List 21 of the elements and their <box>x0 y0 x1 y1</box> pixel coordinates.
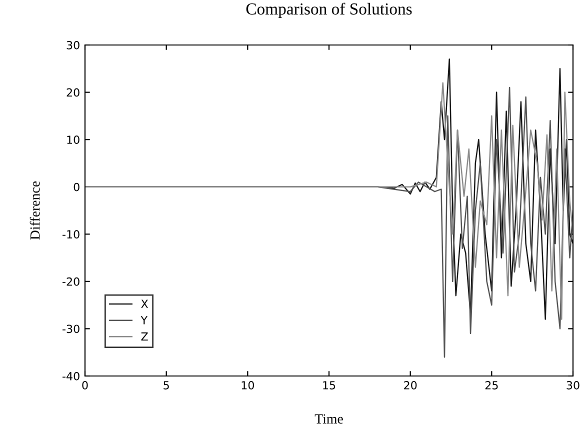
y-axis-title: Difference <box>30 181 40 240</box>
y-tick-label: -20 <box>62 277 80 286</box>
x-axis-title: Time <box>314 414 343 424</box>
x-tick-label: 30 <box>566 381 580 390</box>
y-tick-label: -10 <box>62 230 80 239</box>
x-tick-label: 25 <box>485 381 498 390</box>
x-tick-label: 5 <box>164 381 169 390</box>
legend-label: Y <box>140 316 148 324</box>
y-tick-label: 30 <box>66 40 80 50</box>
y-tick-label: -30 <box>62 324 80 334</box>
y-tick-label: 20 <box>66 88 80 97</box>
y-tick-label: -40 <box>62 372 80 380</box>
y-tick-label: 10 <box>67 136 80 144</box>
y-tick-label: 0 <box>74 182 80 192</box>
x-tick-label: 15 <box>323 381 336 390</box>
x-tick-label: 20 <box>404 381 417 390</box>
legend-label: X <box>141 300 148 308</box>
legend-label: Z <box>141 332 148 341</box>
chart-title: Comparison of Solutions <box>246 2 412 18</box>
x-tick-label: 0 <box>82 381 88 390</box>
x-tick-label: 10 <box>242 381 254 390</box>
